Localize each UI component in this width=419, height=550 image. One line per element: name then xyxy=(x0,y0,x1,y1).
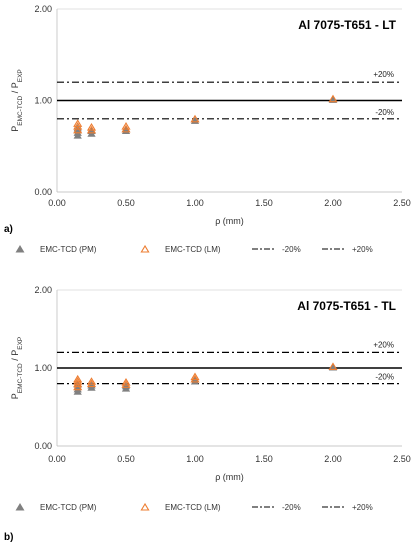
data-point-lm xyxy=(190,114,200,123)
x-tick-label: 1.50 xyxy=(255,198,273,208)
reference-line-label: -20% xyxy=(375,373,394,382)
data-point-lm xyxy=(328,94,338,103)
data-point-lm xyxy=(121,380,131,388)
data-point-lm xyxy=(73,374,83,383)
legend-label: EMC-TCD (LM) xyxy=(165,245,221,254)
legend-marker-pm xyxy=(15,503,25,511)
panel-label: a) xyxy=(4,224,13,235)
y-axis-label-main2: P xyxy=(10,350,20,356)
data-point-lm xyxy=(190,374,200,383)
legend: EMC-TCD (PM) EMC-TCD (LM) -20% +20% xyxy=(15,502,373,512)
data-point-lm xyxy=(121,122,131,130)
data-point-lm xyxy=(73,125,83,134)
x-tick-label: 0.50 xyxy=(117,198,135,208)
chart-title: Al 7075-T651 - TL xyxy=(297,299,396,313)
legend-label: -20% xyxy=(282,503,301,512)
reference-line-label: -20% xyxy=(375,108,394,117)
y-axis-label-sep: / xyxy=(10,88,20,96)
x-tick-label: 2.50 xyxy=(393,198,411,208)
legend-label: +20% xyxy=(352,503,373,512)
x-tick-label: 2.00 xyxy=(324,198,342,208)
y-axis-label-main2: P xyxy=(10,82,20,88)
data-point-lm xyxy=(190,372,200,381)
chart-panel-1: 0.00 1.00 2.00 0.00 0.50 1.00 1.50 2.00 2.50 ρ (m… xyxy=(4,4,411,254)
y-axis-label: PEMC-TCD / PEXP xyxy=(10,69,24,132)
x-tick-label: 0.50 xyxy=(117,454,135,464)
y-tick-label: 0.00 xyxy=(34,441,52,451)
x-tick-label: 1.00 xyxy=(186,198,204,208)
y-axis-label-sub2: EXP xyxy=(17,337,24,350)
legend-label: EMC-TCD (LM) xyxy=(165,503,221,512)
y-tick-label: 2.00 xyxy=(34,285,52,295)
y-tick-label: 0.00 xyxy=(34,187,52,197)
data-point-lm xyxy=(86,379,97,388)
chart-panel-2: 0.00 1.00 2.00 0.00 0.50 1.00 1.50 2.00 2.50 ρ (m… xyxy=(4,285,411,543)
data-point-lm xyxy=(121,377,131,386)
y-axis-label-sub2: EXP xyxy=(17,69,24,82)
y-axis-label-sub1: EMC-TCD xyxy=(17,363,24,393)
x-tick-label: 1.50 xyxy=(255,454,273,464)
y-axis-label-main: P xyxy=(10,393,20,399)
legend-marker-lm xyxy=(140,502,150,511)
y-axis-label-sep: / xyxy=(10,356,20,364)
legend-marker-lm xyxy=(140,244,150,253)
y-tick-label: 1.00 xyxy=(34,96,52,106)
data-point-lm xyxy=(73,119,83,127)
chart-title: Al 7075-T651 - LT xyxy=(298,18,396,32)
x-axis-label: ρ (mm) xyxy=(215,216,244,226)
legend-label: -20% xyxy=(282,245,301,254)
y-tick-label: 1.00 xyxy=(34,363,52,373)
reference-line-label: +20% xyxy=(373,70,394,79)
data-point-lm xyxy=(86,377,97,385)
x-tick-label: 2.00 xyxy=(324,454,342,464)
legend: EMC-TCD (PM) EMC-TCD (LM) -20% +20% xyxy=(15,244,373,254)
panel-label: b) xyxy=(4,532,13,543)
y-tick-label: 2.00 xyxy=(34,4,52,14)
x-tick-label: 2.50 xyxy=(393,454,411,464)
legend-label: EMC-TCD (PM) xyxy=(40,503,97,512)
data-point-lm xyxy=(73,377,83,385)
reference-line-label: +20% xyxy=(373,340,394,349)
x-tick-label: 0.00 xyxy=(48,198,66,208)
x-tick-label: 1.00 xyxy=(186,454,204,464)
y-axis-label-main: P xyxy=(10,126,20,132)
y-axis-label: PEMC-TCD / PEXP xyxy=(10,337,24,400)
y-axis-label-sub1: EMC-TCD xyxy=(17,95,24,125)
legend-label: EMC-TCD (PM) xyxy=(40,245,97,254)
x-axis-label: ρ (mm) xyxy=(215,472,244,482)
legend-label: +20% xyxy=(352,245,373,254)
data-point-lm xyxy=(73,379,83,388)
x-tick-label: 0.00 xyxy=(48,454,66,464)
legend-marker-pm xyxy=(15,245,25,253)
data-point-lm xyxy=(328,362,338,370)
data-point-lm xyxy=(86,122,97,131)
